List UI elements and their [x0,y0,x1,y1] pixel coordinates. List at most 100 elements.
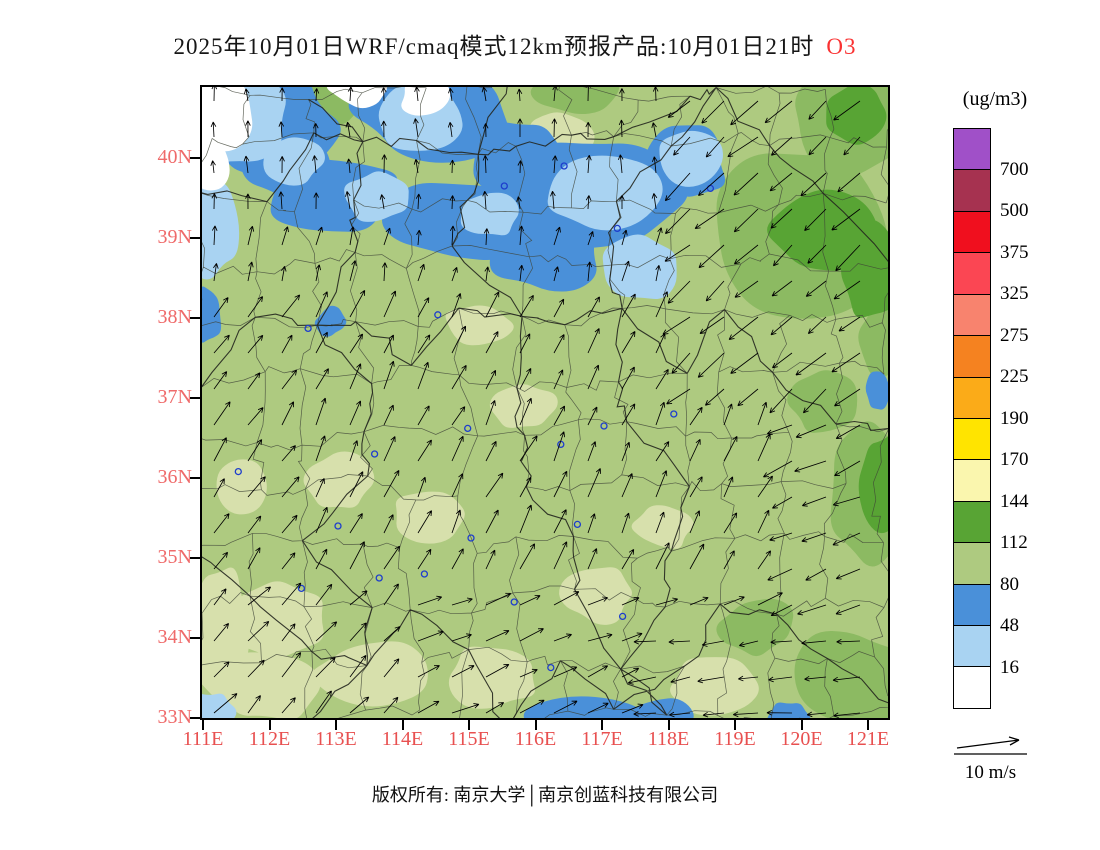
wind-scale: 10 m/s [943,733,1038,784]
y-axis-label: 33N [157,706,192,728]
colorbar-label: 325 [1000,283,1029,304]
city-marker [370,450,379,458]
x-axis-tick [401,720,404,730]
map-plot [200,85,890,720]
map-graphic [326,87,388,109]
colorbar-label: 80 [1000,573,1019,595]
y-axis-tick [190,157,200,159]
city-marker [560,162,568,170]
colorbar-label: 225 [1000,366,1029,387]
colorbar [953,128,991,709]
x-axis-label: 112E [248,728,291,750]
y-axis-label: 37N [157,386,192,408]
x-axis-tick [734,720,736,730]
map-graphic [858,292,888,378]
map-graphic [314,305,347,337]
map-graphic [826,87,887,145]
map-graphic [202,286,222,343]
x-axis-tick [667,720,670,730]
y-axis-tick [190,317,200,319]
y-axis-tick [190,557,200,559]
y-axis-label: 35N [157,546,192,568]
y-axis-label: 34N [157,626,192,648]
y-axis-tick [190,637,200,639]
city-marker [467,534,475,542]
y-axis-tick [190,717,200,719]
x-axis-label: 111E [182,728,224,750]
colorbar-label: 48 [1000,615,1019,636]
city-marker [500,182,508,190]
x-axis-label: 119E [714,728,756,750]
x-axis-label: 118E [647,728,690,750]
map-graphic [473,122,564,196]
title-text: 2025年10月01日WRF/cmaq模式12km预报产品:10月01日21时 [173,34,815,59]
x-axis-tick [534,720,537,730]
colorbar-segment [954,336,990,378]
map-graphic [202,693,237,718]
city-marker [547,663,555,672]
copyright: 版权所有: 南京大学│南京创蓝科技有限公司 [371,785,719,805]
y-axis-tick [190,397,200,399]
city-marker [334,522,342,530]
map-graphic [489,210,597,292]
map-graphic [841,219,888,318]
map-graphic [530,87,620,115]
colorbar-segment [954,294,990,337]
map-graphic [670,657,759,716]
x-axis-tick [601,720,603,730]
map-graphic [659,130,724,187]
x-axis-tick [800,720,803,730]
map-graphic [631,505,694,549]
map-graphic [865,371,888,410]
city-marker [573,520,582,529]
colorbar-label: 500 [1000,200,1029,221]
x-axis-tick [268,720,271,730]
page-title: 2025年10月01日WRF/cmaq模式12km预报产品:10月01日21时 O… [90,27,940,61]
map-graphic [559,567,632,625]
x-axis-label: 114E [381,728,424,750]
colorbar-label: 170 [1000,449,1029,470]
map-graphic [523,696,644,718]
map-graphic [216,459,267,515]
map-graphic [401,87,451,116]
colorbar-segment [954,253,990,295]
colorbar-label: 190 [1000,407,1029,429]
city-marker [420,570,429,578]
colorbar-label: 275 [1000,324,1029,346]
city-marker [375,574,383,582]
x-axis-label: 116E [514,728,557,750]
map-graphic [218,652,321,718]
x-axis-label: 115E [448,728,490,750]
legend-units: (ug/m3) [962,88,1028,110]
map-graphic [202,181,240,280]
map-graphic [303,451,375,508]
colorbar-segment [954,170,990,212]
colorbar-segment [954,418,990,461]
title-pollutant: O3 [826,34,857,59]
city-marker [234,467,242,476]
colorbar-segment [954,543,990,585]
x-axis-label: 120E [780,728,823,750]
city-marker [670,410,678,418]
y-axis-label: 38N [157,306,192,328]
x-axis-tick [867,720,869,730]
x-axis-tick [468,720,470,730]
map-graphic [311,641,428,707]
city-marker [618,612,627,621]
y-axis-tick [190,237,200,239]
x-axis-label: 113E [315,728,357,750]
city-marker [297,584,306,593]
x-axis-tick [335,720,337,730]
y-axis-tick [190,477,200,479]
colorbar-segment [954,129,990,171]
colorbar-segment [954,584,990,627]
x-axis-label: 121E [846,728,890,750]
city-marker [613,224,621,233]
map-graphic [263,137,325,186]
map-graphic [202,567,250,697]
city-marker [600,422,608,430]
wind-scale-arrow-icon [953,736,1027,755]
colorbar-label: 144 [1000,490,1029,512]
colorbar-label: 375 [1000,241,1029,263]
map-graphic [448,646,536,709]
